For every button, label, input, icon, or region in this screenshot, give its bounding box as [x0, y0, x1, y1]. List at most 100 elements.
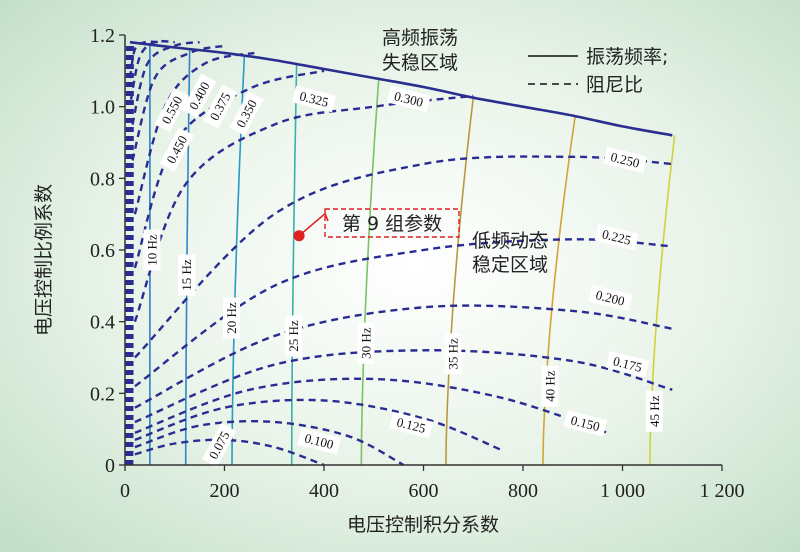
damping-label-box — [389, 411, 434, 439]
y-tick-label: 0.2 — [90, 383, 115, 405]
damping-label: 0.300 — [386, 85, 431, 113]
frequency-line — [290, 64, 298, 466]
damping-label-box — [229, 91, 264, 136]
stability-boundary — [129, 40, 673, 137]
damping-label-box — [603, 146, 648, 174]
damping-label-box — [588, 284, 633, 312]
damping-line — [129, 42, 131, 466]
damping-label-box — [292, 85, 337, 113]
damping-label-box — [182, 73, 217, 118]
damping-line — [130, 42, 133, 466]
damping-label-box — [563, 410, 608, 437]
frequency-label-text: 25 Hz — [286, 320, 301, 352]
damping-label-text: 0.175 — [612, 353, 644, 375]
damping-line — [129, 39, 175, 100]
frequency-label-box — [357, 322, 375, 364]
damping-line — [133, 51, 255, 215]
damping-line — [131, 44, 225, 161]
frequency-label-box — [285, 315, 303, 357]
damping-label-box — [202, 84, 238, 129]
frequency-label: 10 Hz — [143, 229, 161, 271]
damping-label-text: 0.150 — [569, 412, 601, 434]
damping-label: 0.450 — [159, 127, 194, 172]
frequency-label: 40 Hz — [541, 365, 559, 407]
damping-line — [131, 42, 134, 466]
frequency-label-text: 40 Hz — [542, 370, 557, 402]
region-label-line-1: 低频动态 — [472, 230, 548, 252]
x-tick-label: 800 — [508, 480, 538, 502]
damping-label: 0.175 — [605, 351, 650, 378]
annotation-label: 第 9 组参数 — [342, 213, 442, 235]
region-label-line-2: 失稳区域 — [382, 52, 458, 74]
damping-line — [133, 69, 325, 269]
damping-line — [134, 438, 325, 467]
annotation-point — [293, 230, 305, 242]
x-tick-label: 600 — [409, 480, 439, 502]
damping-line — [126, 42, 128, 466]
x-tick-label: 400 — [309, 480, 339, 502]
damping-line — [134, 304, 673, 409]
parameter-set-annotation: 第 9 组参数 — [293, 208, 460, 242]
damping-label-box — [386, 85, 431, 113]
y-tick-label: 0.8 — [90, 168, 115, 190]
damping-label: 0.150 — [563, 410, 608, 437]
damping-line — [134, 155, 673, 359]
frequency-label: 25 Hz — [285, 315, 303, 357]
frequency-label-box — [645, 390, 663, 432]
damping-label-box — [594, 223, 639, 251]
damping-label-box — [201, 422, 237, 468]
damping-line — [127, 42, 130, 466]
x-tick-label: 0 — [120, 480, 130, 502]
x-tick-label: 1 000 — [600, 480, 645, 502]
frequency-label: 45 Hz — [645, 390, 663, 432]
damping-label: 0.125 — [389, 411, 434, 439]
frequency-label-text: 35 Hz — [445, 338, 460, 370]
frequency-label: 15 Hz — [178, 254, 196, 296]
region-low-frequency-label: 低频动态 稳定区域 — [472, 230, 548, 276]
x-tick-label: 200 — [210, 480, 240, 502]
damping-label-box — [154, 87, 189, 133]
frequency-label-text: 20 Hz — [224, 302, 239, 334]
y-axis-title: 电压控制比例系数 — [33, 184, 55, 336]
frequency-label: 20 Hz — [223, 297, 240, 339]
frequency-label-box — [541, 365, 559, 407]
frequency-label: 35 Hz — [444, 333, 462, 375]
frequency-label-text: 15 Hz — [179, 259, 194, 291]
damping-line — [134, 349, 673, 424]
frequency-line — [360, 78, 380, 466]
y-tick-label: 0.6 — [90, 240, 115, 262]
legend: 振荡频率; 阻尼比 — [528, 46, 668, 96]
damping-line — [131, 41, 200, 125]
axes: 0 200 400 600 800 1 000 1 200 0 0.2 0.4 0.6 0.8 1.0 1… — [90, 25, 745, 502]
damping-line — [134, 398, 504, 452]
annotation-leader — [298, 212, 329, 237]
frequency-label-box — [178, 254, 196, 296]
frequency-label-box — [223, 297, 240, 339]
x-axis-title: 电压控制积分系数 — [347, 514, 499, 536]
frequency-label-text: 45 Hz — [647, 395, 662, 427]
damping-label-text: 0.100 — [303, 430, 335, 452]
damping-line — [129, 42, 132, 466]
damping-label-text: 0.200 — [594, 287, 626, 309]
damping-label: 0.200 — [588, 284, 633, 312]
damping-label: 0.250 — [603, 146, 648, 174]
region-high-frequency-label: 高频振荡 失稳区域 — [382, 27, 458, 74]
frequency-label-text: 10 Hz — [144, 234, 159, 266]
plot-area: 10 Hz 15 Hz 20 Hz 25 Hz 30 Hz 35 Hz 40 Hz 45 Hz… — [125, 39, 676, 468]
damping-label-box — [297, 428, 342, 455]
frequency-label-box — [444, 333, 462, 375]
x-tick-label: 1 200 — [700, 480, 745, 502]
region-label-line-1: 高频振荡 — [382, 27, 458, 49]
y-tick-label: 0 — [105, 455, 115, 477]
y-tick-label: 0.4 — [90, 312, 115, 334]
frequency-label-box — [143, 229, 161, 271]
damping-label-text: 0.225 — [601, 226, 633, 248]
damping-label: 0.325 — [292, 85, 337, 113]
frequency-label: 30 Hz — [357, 322, 375, 364]
damping-label-text: 0.250 — [609, 149, 641, 171]
damping-label-text: 0.325 — [298, 88, 330, 110]
legend-frequency-label: 振荡频率; — [586, 46, 668, 68]
annotation-box — [324, 208, 460, 238]
damping-label-text: 0.125 — [395, 414, 427, 436]
